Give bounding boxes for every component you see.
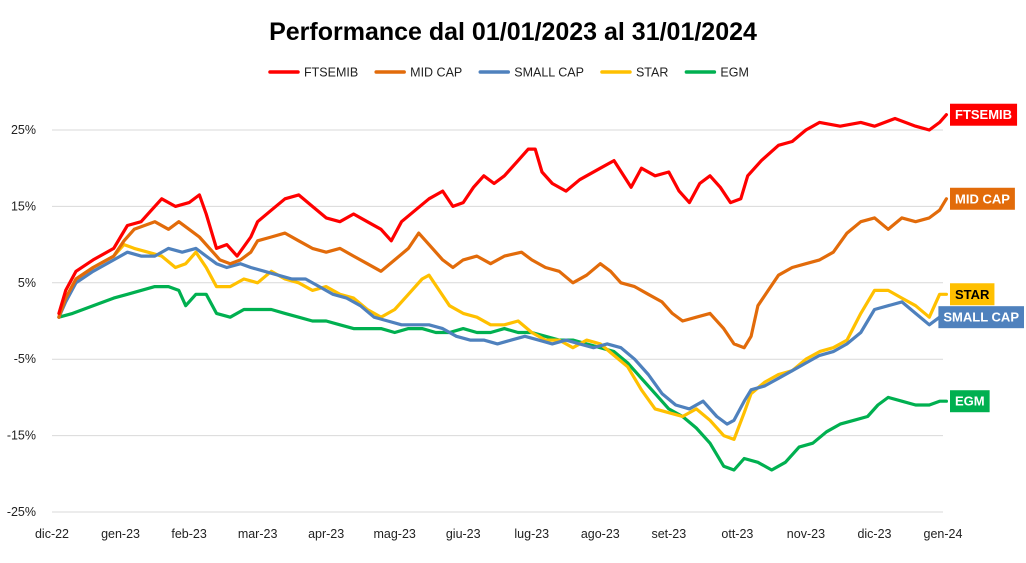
legend-item: MID CAP bbox=[374, 66, 462, 80]
end-label-box bbox=[950, 283, 995, 306]
end-label-small-cap: SMALL CAP bbox=[938, 306, 1024, 329]
y-tick-label: -15% bbox=[7, 429, 36, 443]
gridlines bbox=[52, 129, 943, 513]
legend-label: STAR bbox=[636, 66, 668, 80]
end-label-mid-cap: MID CAP bbox=[950, 187, 1015, 210]
x-tick-label: apr-23 bbox=[308, 527, 344, 541]
end-label-text: EGM bbox=[955, 394, 985, 409]
end-label-box bbox=[950, 390, 990, 413]
end-label-text: MID CAP bbox=[955, 191, 1010, 206]
x-tick-label: ott-23 bbox=[721, 527, 753, 541]
x-axis-tick-labels: dic-22 gen-23 feb-23 mar-23 apr-23 mag-23 giu-… bbox=[35, 527, 963, 541]
end-label-box bbox=[950, 103, 1018, 126]
y-tick-label: 5% bbox=[18, 276, 36, 290]
chart-title: Performance dal 01/01/2023 al 31/01/2024 bbox=[269, 18, 757, 46]
legend-item: EGM bbox=[684, 66, 749, 80]
series-line-mid-cap bbox=[57, 197, 948, 350]
end-label-text: FTSEMIB bbox=[955, 107, 1012, 122]
end-label-text: SMALL CAP bbox=[943, 310, 1019, 325]
y-tick-label: 15% bbox=[11, 199, 36, 213]
y-tick-label: -5% bbox=[14, 352, 36, 366]
end-label-star: STAR bbox=[950, 283, 995, 306]
x-tick-label: giu-23 bbox=[446, 527, 481, 541]
legend-label: SMALL CAP bbox=[514, 66, 584, 80]
y-tick-label: 25% bbox=[11, 123, 36, 137]
legend-item: FTSEMIB bbox=[268, 66, 358, 80]
x-tick-label: dic-22 bbox=[35, 527, 69, 541]
legend-label: FTSEMIB bbox=[304, 66, 358, 80]
legend-item: STAR bbox=[600, 66, 668, 80]
x-tick-label: set-23 bbox=[651, 527, 686, 541]
series-line-star bbox=[57, 243, 948, 441]
end-label-box bbox=[938, 306, 1024, 329]
end-label-box bbox=[950, 187, 1015, 210]
x-tick-label: gen-23 bbox=[101, 527, 140, 541]
end-label-ftsemib: FTSEMIB bbox=[950, 103, 1018, 126]
series-lines bbox=[57, 113, 948, 472]
x-tick-label: feb-23 bbox=[171, 527, 206, 541]
series-line-egm bbox=[57, 285, 948, 472]
x-tick-label: mag-23 bbox=[373, 527, 415, 541]
x-tick-label: gen-24 bbox=[924, 527, 963, 541]
x-tick-label: ago-23 bbox=[581, 527, 620, 541]
end-label-text: STAR bbox=[955, 287, 990, 302]
legend-label: MID CAP bbox=[410, 66, 462, 80]
legend: FTSEMIB MID CAP SMALL CAP STAR EGM bbox=[268, 66, 749, 80]
series-line-small-cap bbox=[57, 246, 948, 426]
legend-item: SMALL CAP bbox=[478, 66, 584, 80]
series-end-labels: FTSEMIB MID CAP STAR SMALL CAP EGM bbox=[938, 103, 1024, 413]
y-tick-label: -25% bbox=[7, 505, 36, 519]
series-line-ftsemib bbox=[57, 113, 948, 315]
x-tick-label: nov-23 bbox=[787, 527, 825, 541]
x-tick-label: dic-23 bbox=[857, 527, 891, 541]
y-axis-tick-labels: -25% -15% -5% 5% 15% 25% bbox=[7, 123, 36, 519]
legend-label: EGM bbox=[720, 66, 748, 80]
x-tick-label: lug-23 bbox=[514, 527, 549, 541]
end-label-egm: EGM bbox=[950, 390, 990, 413]
x-tick-label: mar-23 bbox=[238, 527, 278, 541]
